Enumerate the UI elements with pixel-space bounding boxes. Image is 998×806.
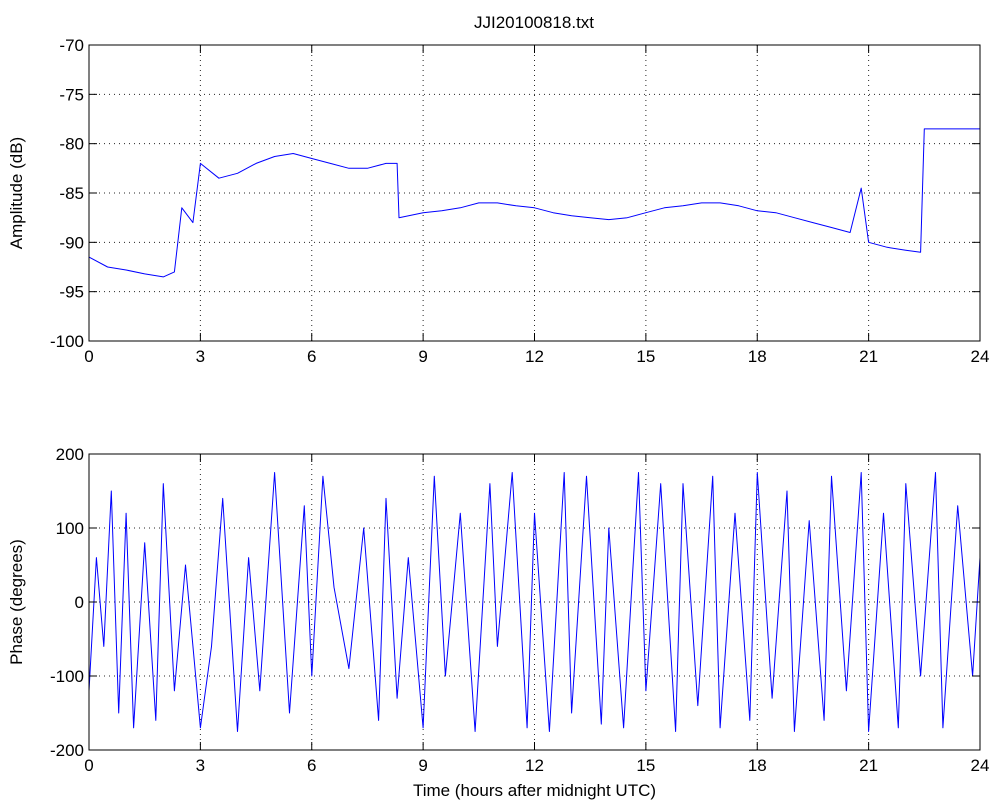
phase-y-tick-label: 200	[56, 445, 84, 464]
amplitude-x-tick-label: 21	[859, 347, 878, 366]
phase-y-tick-label: 0	[75, 593, 84, 612]
phase-x-tick-label: 15	[636, 756, 655, 775]
phase-y-tick-label: -200	[50, 741, 84, 760]
phase-series-line	[88, 472, 981, 732]
chart-title: JJI20100818.txt	[474, 13, 594, 32]
phase-plot: 0 3 6 9 12 15 18 21 24 -200 -100 0 100 200	[50, 445, 989, 775]
amplitude-x-tick-label: 9	[418, 347, 427, 366]
amplitude-x-tick-label: 12	[525, 347, 544, 366]
phase-x-tick-label: 21	[859, 756, 878, 775]
amplitude-y-tick-label: -90	[59, 233, 84, 252]
phase-x-tick-label: 24	[971, 756, 990, 775]
phase-y-tick-label: 100	[56, 519, 84, 538]
amplitude-y-tick-label: -80	[59, 135, 84, 154]
amplitude-y-tick-label: -95	[59, 283, 84, 302]
phase-x-tick-label: 9	[418, 756, 427, 775]
amplitude-y-tick-label: -100	[50, 332, 84, 351]
phase-x-tick-label: 3	[196, 756, 205, 775]
amplitude-x-tick-label: 18	[748, 347, 767, 366]
amplitude-x-tick-label: 0	[84, 347, 93, 366]
phase-x-tick-label: 18	[748, 756, 767, 775]
phase-y-tick-label: -100	[50, 667, 84, 686]
amplitude-y-tick-label: -85	[59, 184, 84, 203]
amplitude-x-tick-label: 15	[636, 347, 655, 366]
phase-axis-label: Phase (degrees)	[7, 539, 26, 665]
amplitude-x-tick-label: 6	[307, 347, 316, 366]
amplitude-y-tick-label: -70	[59, 36, 84, 55]
time-axis-label: Time (hours after midnight UTC)	[413, 781, 656, 800]
phase-x-tick-label: 0	[84, 756, 93, 775]
amplitude-y-tick-label: -75	[59, 85, 84, 104]
amplitude-x-tick-label: 3	[196, 347, 205, 366]
phase-x-tick-label: 6	[307, 756, 316, 775]
amplitude-axis-label: Amplitude (dB)	[7, 137, 26, 249]
amplitude-x-tick-label: 24	[971, 347, 990, 366]
phase-x-tick-label: 12	[525, 756, 544, 775]
amplitude-series-line	[88, 128, 980, 278]
amplitude-plot: 0 3 6 9 12 15 18 21 24 -100 -95 -90 -85 -80 -75 -70	[50, 36, 989, 366]
